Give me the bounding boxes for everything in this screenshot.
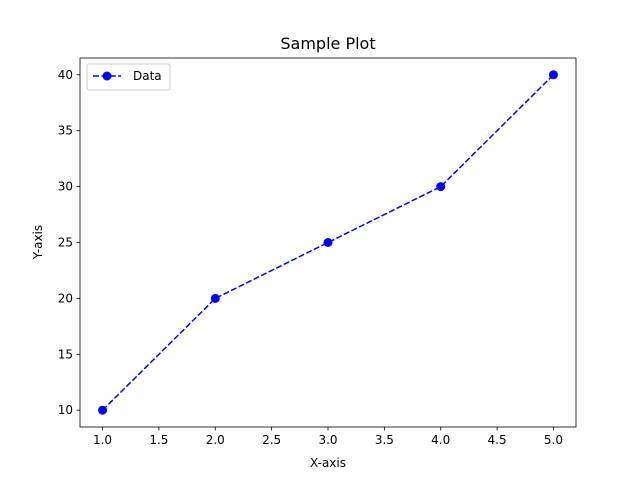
x-tick-label: 4.5 <box>488 433 507 447</box>
y-tick-label: 20 <box>58 291 73 305</box>
legend-label: Data <box>133 69 162 83</box>
data-point <box>98 405 108 415</box>
x-tick-label: 5.0 <box>544 433 563 447</box>
x-tick-label: 1.5 <box>149 433 168 447</box>
y-axis-label: Y-axis <box>31 225 45 260</box>
y-tick-label: 30 <box>58 180 73 194</box>
x-axis-ticks: 1.0 1.5 2.0 2.5 3.0 3.5 4.0 4.5 5.0 <box>93 427 563 447</box>
series-points <box>98 70 558 415</box>
legend-box <box>86 63 171 91</box>
data-point <box>323 238 333 247</box>
legend-marker-swatch <box>102 71 112 81</box>
x-tick-label: 2.0 <box>206 433 225 447</box>
x-tick-label: 3.5 <box>375 433 394 447</box>
x-tick-label: 2.5 <box>262 433 281 447</box>
series-line-data <box>102 74 554 411</box>
y-tick-label: 10 <box>58 403 73 417</box>
chart-title: Sample Plot <box>280 34 375 53</box>
y-tick-label: 25 <box>58 236 73 250</box>
y-tick-label: 35 <box>58 124 73 138</box>
data-point <box>210 293 220 303</box>
data-point <box>548 70 558 80</box>
x-tick-label: 4.0 <box>431 433 450 447</box>
y-axis-ticks: 10 15 20 25 30 35 40 <box>58 68 80 417</box>
x-axis-label: X-axis <box>310 456 346 470</box>
data-point <box>436 182 446 192</box>
legend: Data <box>86 63 171 91</box>
x-tick-label: 3.0 <box>318 433 337 447</box>
x-tick-label: 1.0 <box>93 433 112 447</box>
y-tick-label: 40 <box>58 68 73 82</box>
y-tick-label: 15 <box>58 347 73 361</box>
plot-frame <box>79 57 577 428</box>
